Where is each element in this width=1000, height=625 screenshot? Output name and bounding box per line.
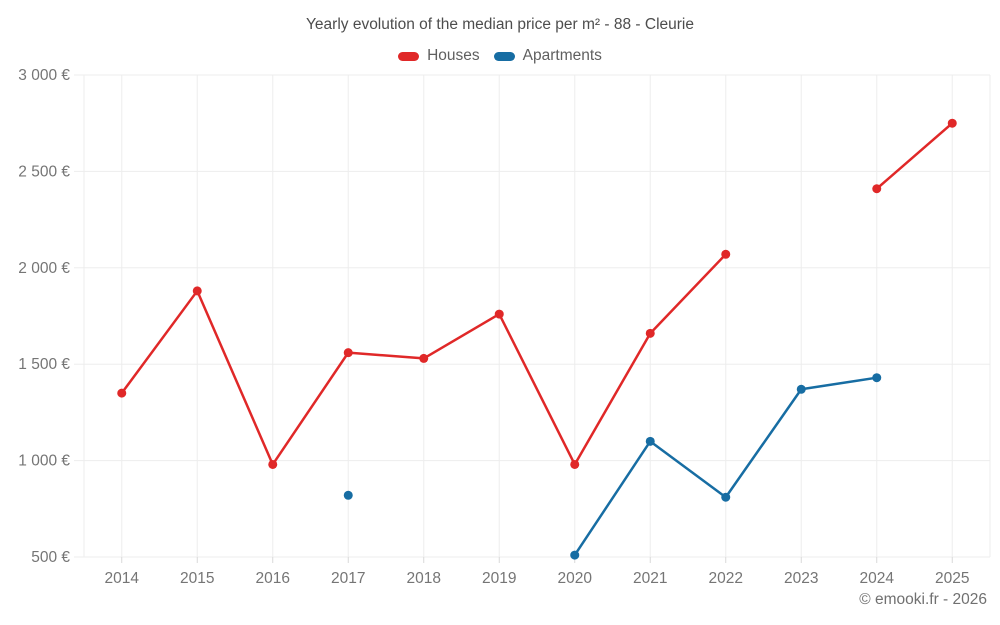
data-point-apartments-2021: [645, 436, 655, 446]
data-point-houses-2019: [494, 309, 504, 319]
x-axis-tick-label: 2025: [935, 570, 969, 587]
legend-item-apartments[interactable]: Apartments: [493, 47, 602, 65]
x-axis-tick-label: 2024: [860, 570, 895, 587]
y-axis-tick-label: 2 000 €: [18, 260, 70, 277]
x-axis-tick-label: 2019: [482, 570, 516, 587]
data-point-houses-2018: [419, 353, 429, 363]
x-axis-tick-label: 2021: [633, 570, 667, 587]
y-axis-tick-label: 500 €: [31, 549, 70, 566]
data-point-apartments-2017: [343, 490, 353, 500]
data-point-houses-2020: [570, 459, 580, 469]
y-axis-tick-label: 3 000 €: [18, 67, 70, 84]
y-axis-tick-label: 1 000 €: [18, 453, 70, 470]
x-axis-tick-label: 2014: [105, 570, 140, 587]
y-axis-tick-label: 2 500 €: [18, 163, 70, 180]
data-point-houses-2015: [192, 286, 202, 296]
x-axis-tick-label: 2016: [256, 570, 290, 587]
data-point-houses-2014: [117, 388, 127, 398]
x-axis-tick-label: 2023: [784, 570, 818, 587]
x-axis-tick-label: 2015: [180, 570, 214, 587]
x-axis-tick-label: 2018: [407, 570, 441, 587]
data-point-apartments-2020: [570, 550, 580, 560]
legend-item-houses[interactable]: Houses: [398, 47, 480, 65]
legend-swatch-houses: [398, 51, 420, 61]
chart-title: Yearly evolution of the median price per…: [306, 16, 694, 33]
data-point-houses-2024: [872, 184, 882, 194]
data-point-houses-2025: [947, 118, 957, 128]
series-line-houses: [875, 121, 954, 191]
chart-legend: Houses Apartments: [0, 47, 1000, 65]
x-axis-tick-label: 2017: [331, 570, 365, 587]
data-point-houses-2017: [343, 348, 353, 358]
data-point-houses-2022: [721, 249, 731, 259]
copyright-label: © emooki.fr - 2026: [859, 591, 987, 608]
data-point-apartments-2022: [721, 492, 731, 502]
legend-label: Apartments: [522, 47, 602, 64]
x-axis-tick-label: 2022: [709, 570, 743, 587]
data-point-houses-2016: [268, 459, 278, 469]
legend-swatch-apartments: [493, 51, 515, 61]
data-point-houses-2021: [645, 328, 655, 338]
x-axis-tick-label: 2020: [558, 570, 593, 587]
data-point-apartments-2023: [796, 384, 806, 394]
y-axis-tick-label: 1 500 €: [18, 356, 70, 373]
legend-label: Houses: [427, 47, 480, 64]
data-point-apartments-2024: [872, 373, 882, 383]
